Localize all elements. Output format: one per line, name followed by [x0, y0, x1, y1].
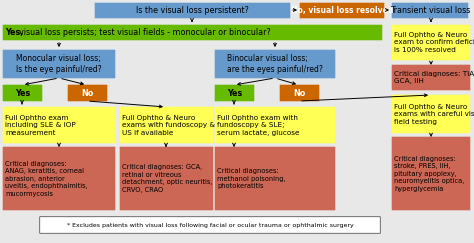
- FancyBboxPatch shape: [68, 85, 107, 101]
- Text: Critical diagnoses: TIA,
GCA, IIH: Critical diagnoses: TIA, GCA, IIH: [394, 71, 474, 84]
- Text: Yes,: Yes,: [5, 28, 26, 37]
- FancyBboxPatch shape: [95, 3, 290, 18]
- FancyBboxPatch shape: [280, 85, 319, 101]
- Text: visual loss persists; test visual fields - monocular or binocular?: visual loss persists; test visual fields…: [19, 28, 271, 37]
- FancyBboxPatch shape: [392, 65, 470, 90]
- FancyBboxPatch shape: [215, 50, 335, 78]
- FancyBboxPatch shape: [392, 95, 470, 133]
- FancyBboxPatch shape: [300, 3, 384, 18]
- Text: Binocular visual loss;
are the eyes painful/red?: Binocular visual loss; are the eyes pain…: [227, 54, 323, 74]
- Text: Monocular visual loss;
Is the eye painful/red?: Monocular visual loss; Is the eye painfu…: [16, 54, 102, 74]
- FancyBboxPatch shape: [3, 147, 115, 210]
- FancyBboxPatch shape: [215, 107, 335, 143]
- Text: No: No: [82, 88, 94, 97]
- Text: Critical diagnoses:
stroke, PRES, IIH,
pituitary apoplexy,
neuromyelitis optica,: Critical diagnoses: stroke, PRES, IIH, p…: [394, 156, 464, 191]
- Text: Full Ophtho & Neuro
exams with careful visual
field testing: Full Ophtho & Neuro exams with careful v…: [394, 104, 474, 124]
- Text: Is the visual loss persistent?: Is the visual loss persistent?: [136, 6, 249, 15]
- Text: Transient visual loss: Transient visual loss: [390, 6, 470, 15]
- Text: Critical diagnoses:
ANAG, keratitis, corneal
abrasion, anterior
uveitis, endopht: Critical diagnoses: ANAG, keratitis, cor…: [5, 160, 88, 197]
- FancyBboxPatch shape: [120, 147, 213, 210]
- FancyBboxPatch shape: [392, 137, 470, 210]
- Text: Full Ophtho exam
including SLE & IOP
measurement: Full Ophtho exam including SLE & IOP mea…: [5, 114, 76, 136]
- Text: No, visual loss resolved: No, visual loss resolved: [291, 6, 393, 15]
- FancyBboxPatch shape: [3, 107, 115, 143]
- FancyBboxPatch shape: [392, 25, 470, 60]
- FancyBboxPatch shape: [40, 217, 380, 233]
- FancyBboxPatch shape: [215, 85, 254, 101]
- Text: Yes: Yes: [15, 88, 30, 97]
- FancyBboxPatch shape: [392, 3, 468, 18]
- Text: Critical diagnoses: GCA,
retinal or vitreous
detachment, optic neuritis,
CRVO, C: Critical diagnoses: GCA, retinal or vitr…: [122, 164, 212, 193]
- FancyBboxPatch shape: [3, 50, 115, 78]
- Text: Full Ophtho & Neuro
exam to confirm deficit
is 100% resolved: Full Ophtho & Neuro exam to confirm defi…: [394, 32, 474, 53]
- Text: Critical diagnoses:
methanol poisoning,
photokeratitis: Critical diagnoses: methanol poisoning, …: [217, 168, 285, 189]
- Text: * Excludes patients with visual loss following facial or ocular trauma or ophtha: * Excludes patients with visual loss fol…: [67, 223, 354, 227]
- FancyBboxPatch shape: [3, 25, 383, 40]
- Text: Full Ophtho exam with
fundoscopy & SLE;
serum lactate, glucose: Full Ophtho exam with fundoscopy & SLE; …: [217, 114, 300, 136]
- Text: Full Ophtho & Neuro
exams with fundoscopy &
US if available: Full Ophtho & Neuro exams with fundoscop…: [122, 114, 215, 136]
- Text: No: No: [293, 88, 306, 97]
- FancyBboxPatch shape: [120, 107, 213, 143]
- FancyBboxPatch shape: [215, 147, 335, 210]
- FancyBboxPatch shape: [3, 85, 42, 101]
- Text: Yes: Yes: [227, 88, 242, 97]
